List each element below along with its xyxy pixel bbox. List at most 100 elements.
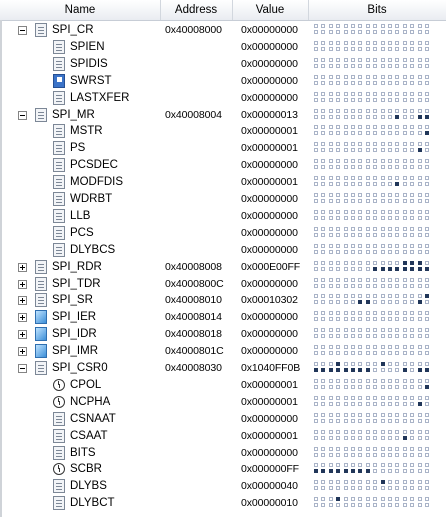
bit-grid[interactable] xyxy=(314,462,434,477)
bit-cell[interactable] xyxy=(373,40,378,45)
field-row[interactable]: SWRST 0x00000000 xyxy=(0,73,446,90)
bit-cell[interactable] xyxy=(402,395,407,400)
bit-cell[interactable] xyxy=(314,46,318,51)
bit-cell[interactable] xyxy=(328,384,333,389)
row-value[interactable]: 0x00000001 xyxy=(241,429,298,442)
row-value[interactable]: 0x00000013 xyxy=(241,108,298,121)
bit-cell[interactable] xyxy=(380,226,385,231)
bit-cell[interactable] xyxy=(328,435,333,440)
bit-cell[interactable] xyxy=(365,480,370,485)
bit-cell[interactable] xyxy=(417,63,422,68)
bit-cell[interactable] xyxy=(343,209,348,214)
bit-cell[interactable] xyxy=(321,446,326,451)
bit-cell[interactable] xyxy=(380,165,385,170)
bit-cell[interactable] xyxy=(314,142,318,147)
bit-cell[interactable] xyxy=(328,148,333,153)
bit-cell[interactable] xyxy=(417,334,422,339)
bit-cell[interactable] xyxy=(395,418,400,423)
bit-cell[interactable] xyxy=(373,215,378,220)
bit-cell[interactable] xyxy=(417,395,422,400)
bit-cell[interactable] xyxy=(336,277,341,282)
bit-cell[interactable] xyxy=(358,469,363,474)
bit-cell[interactable] xyxy=(417,148,422,153)
bit-cell[interactable] xyxy=(373,384,378,389)
bit-cell[interactable] xyxy=(336,97,341,102)
bit-cell[interactable] xyxy=(351,469,355,474)
bit-cell[interactable] xyxy=(388,182,392,187)
bit-cell[interactable] xyxy=(373,63,378,68)
bit-cell[interactable] xyxy=(328,97,333,102)
row-value[interactable]: 0x000000FF xyxy=(241,463,299,476)
bit-cell[interactable] xyxy=(402,63,407,68)
bit-cell[interactable] xyxy=(395,199,400,203)
row-value[interactable]: 0x00000001 xyxy=(241,125,298,138)
bit-cell[interactable] xyxy=(388,63,392,68)
bit-cell[interactable] xyxy=(380,46,385,51)
bit-cell[interactable] xyxy=(395,311,400,316)
bit-cell[interactable] xyxy=(351,46,355,51)
bit-grid[interactable] xyxy=(314,23,434,38)
row-value[interactable]: 0x1040FF0B xyxy=(241,362,301,374)
bit-cell[interactable] xyxy=(402,46,407,51)
bit-cell[interactable] xyxy=(417,40,422,45)
bit-cell[interactable] xyxy=(395,401,400,406)
bit-cell[interactable] xyxy=(365,46,370,51)
bit-cell[interactable] xyxy=(388,486,392,491)
bit-cell[interactable] xyxy=(380,182,385,187)
bit-cell[interactable] xyxy=(358,368,363,372)
bit-cell[interactable] xyxy=(314,40,318,45)
bit-cell[interactable] xyxy=(402,328,407,333)
bit-cell[interactable] xyxy=(425,40,429,45)
bit-cell[interactable] xyxy=(417,486,422,491)
bit-cell[interactable] xyxy=(314,412,318,417)
bit-cell[interactable] xyxy=(417,159,422,164)
bit-cell[interactable] xyxy=(321,452,326,457)
bit-cell[interactable] xyxy=(425,317,429,322)
bit-cell[interactable] xyxy=(373,148,378,153)
bit-cell[interactable] xyxy=(388,260,392,265)
bit-cell[interactable] xyxy=(388,97,392,102)
bit-cell[interactable] xyxy=(388,114,392,119)
bit-cell[interactable] xyxy=(328,418,333,423)
bit-cell[interactable] xyxy=(314,24,318,28)
bit-cell[interactable] xyxy=(351,401,355,406)
field-row[interactable]: MSTR 0x00000001 xyxy=(0,123,446,140)
bit-cell[interactable] xyxy=(351,108,355,113)
bit-cell[interactable] xyxy=(425,452,429,457)
bit-cell[interactable] xyxy=(321,159,326,164)
bit-cell[interactable] xyxy=(402,182,407,187)
bit-grid[interactable] xyxy=(314,429,434,444)
bit-cell[interactable] xyxy=(314,266,318,271)
bit-cell[interactable] xyxy=(321,345,326,350)
bit-cell[interactable] xyxy=(314,148,318,153)
bit-cell[interactable] xyxy=(373,328,378,333)
bit-cell[interactable] xyxy=(373,114,378,119)
bit-cell[interactable] xyxy=(336,452,341,457)
bit-cell[interactable] xyxy=(336,209,341,214)
bit-cell[interactable] xyxy=(373,226,378,231)
bit-cell[interactable] xyxy=(358,497,363,502)
bit-cell[interactable] xyxy=(410,131,415,136)
bit-grid[interactable] xyxy=(314,192,434,207)
bit-cell[interactable] xyxy=(373,480,378,485)
bit-cell[interactable] xyxy=(351,480,355,485)
bit-cell[interactable] xyxy=(343,63,348,68)
bit-cell[interactable] xyxy=(336,446,341,451)
bit-cell[interactable] xyxy=(328,249,333,254)
bit-cell[interactable] xyxy=(314,209,318,214)
bit-cell[interactable] xyxy=(425,193,429,197)
bit-cell[interactable] xyxy=(402,125,407,130)
bit-cell[interactable] xyxy=(410,294,415,299)
bit-cell[interactable] xyxy=(388,469,392,474)
bit-cell[interactable] xyxy=(388,215,392,220)
bit-cell[interactable] xyxy=(321,165,326,170)
bit-cell[interactable] xyxy=(402,294,407,299)
bit-cell[interactable] xyxy=(321,480,326,485)
bit-cell[interactable] xyxy=(358,142,363,147)
bit-cell[interactable] xyxy=(358,108,363,113)
bit-cell[interactable] xyxy=(380,40,385,45)
bit-cell[interactable] xyxy=(358,114,363,119)
bit-cell[interactable] xyxy=(417,362,422,366)
bit-cell[interactable] xyxy=(336,384,341,389)
bit-cell[interactable] xyxy=(365,142,370,147)
